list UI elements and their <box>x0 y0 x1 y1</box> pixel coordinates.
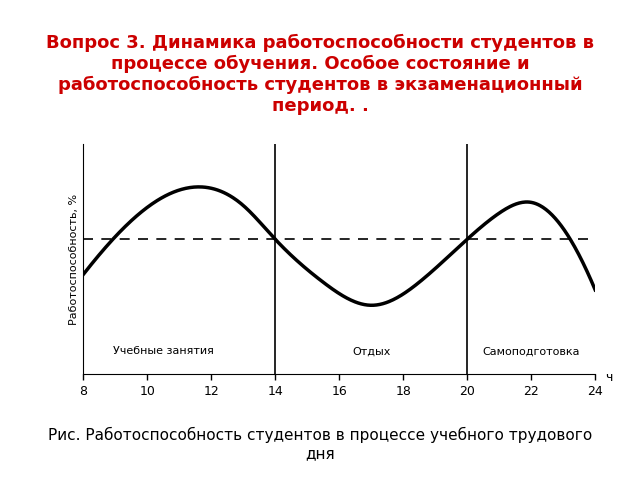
Text: Отдых: Отдых <box>352 347 390 356</box>
Text: ч: ч <box>605 371 612 384</box>
Text: Учебные занятия: Учебные занятия <box>113 347 214 356</box>
Text: Вопрос 3. Динамика работоспособности студентов в
процессе обучения. Особое состо: Вопрос 3. Динамика работоспособности сту… <box>46 34 594 115</box>
Y-axis label: Работоспособность, %: Работоспособность, % <box>69 193 79 325</box>
Text: Самоподготовка: Самоподготовка <box>483 347 580 356</box>
Text: Рис. Работоспособность студентов в процессе учебного трудового
дня: Рис. Работоспособность студентов в проце… <box>48 427 592 461</box>
